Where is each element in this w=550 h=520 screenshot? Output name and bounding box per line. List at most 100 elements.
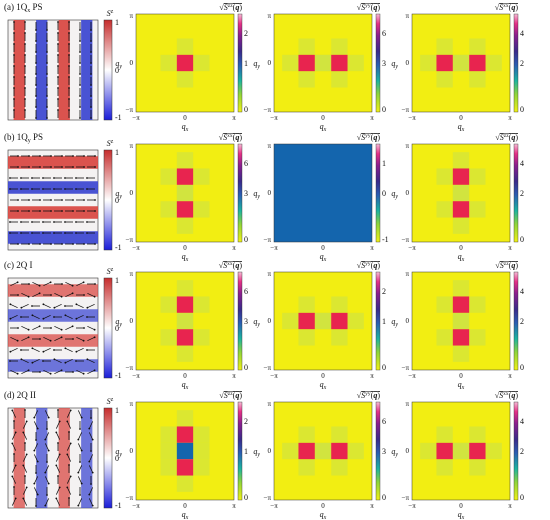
spin-arrow-head — [68, 98, 70, 100]
spin-arrow-head — [79, 117, 81, 119]
spin-arrow — [11, 476, 17, 484]
spin-arrow-head — [71, 325, 74, 328]
sf-halo — [469, 296, 486, 313]
spin-arrow-head — [39, 166, 41, 168]
y-axis-label: qy — [115, 59, 122, 70]
sf-halo — [176, 217, 194, 234]
spin-arrow-head — [13, 420, 15, 422]
spin-arrow-head — [57, 475, 59, 477]
spin-arrow-head — [57, 65, 59, 67]
x-tick-max: π — [370, 114, 374, 122]
spin-arrow — [65, 358, 73, 364]
sf-halo — [176, 475, 194, 492]
sf-halo — [469, 201, 486, 218]
spin-arrow-head — [17, 199, 19, 201]
spin-arrow — [10, 281, 18, 287]
spin-arrow-head — [31, 314, 34, 317]
x-axis-label: qx — [320, 252, 327, 263]
spin-arrow-head — [42, 221, 44, 223]
spin-arrow-head — [13, 65, 15, 67]
y-tick-max: π — [129, 142, 133, 150]
spin-arrow-head — [60, 336, 63, 339]
spin-arrow-head — [13, 54, 15, 56]
spin-arrow-head — [38, 292, 41, 295]
spin-arrow-head — [57, 87, 59, 89]
sf-colorbar-max: 2 — [244, 417, 248, 426]
spin-arrow — [44, 498, 50, 506]
sf-colorbar-min: 0 — [520, 493, 524, 502]
spin-arrow-head — [53, 316, 55, 318]
sf-halo — [298, 329, 315, 346]
sf-halo — [193, 329, 210, 346]
spin-arrow-head — [86, 177, 88, 179]
spin-texture — [7, 19, 99, 121]
spin-arrow — [32, 358, 40, 364]
sf-halo — [298, 426, 315, 443]
spin-arrow — [44, 410, 50, 418]
spin-colorbar-max: 1 — [115, 406, 119, 415]
sf-halo — [452, 280, 470, 297]
spin-arrow — [10, 303, 18, 309]
spin-arrow-head — [50, 166, 52, 168]
sf-colorbar-max: 6 — [244, 159, 248, 168]
sf-colorbar-max: 4 — [520, 417, 524, 426]
spin-arrow-head — [24, 32, 26, 34]
spin-arrow-head — [46, 40, 48, 42]
spin-arrow-head — [77, 504, 80, 507]
spin-arrow-head — [61, 155, 63, 157]
spin-colorbar-max: 1 — [115, 276, 119, 285]
spin-arrow-head — [88, 460, 91, 463]
spin-arrow-head — [31, 347, 34, 350]
spin-arrow-head — [46, 84, 48, 86]
spin-arrow-head — [69, 442, 72, 445]
spin-arrow-head — [17, 294, 19, 296]
spin-arrow-head — [31, 177, 33, 179]
spin-arrow — [10, 314, 18, 320]
spin-arrow — [88, 432, 94, 440]
sf-halo — [176, 312, 194, 330]
y-tick-max: π — [405, 12, 409, 20]
sf-halo — [176, 345, 194, 362]
spin-arrow — [77, 465, 83, 473]
spin-arrow — [55, 421, 61, 429]
sf-colorbar-max: 6 — [382, 29, 386, 38]
y-tick-max: π — [267, 270, 271, 278]
spin-arrow-head — [53, 358, 56, 361]
spin-arrow-head — [79, 428, 81, 430]
x-tick-min: −π — [132, 244, 140, 252]
sf-colorbar-min: 0 — [520, 363, 524, 372]
spin-arrow-head — [39, 338, 41, 340]
spin-arrow-head — [31, 188, 33, 190]
sf-colorbar-min: 0 — [382, 105, 386, 114]
spin-arrow — [87, 303, 95, 309]
spin-arrow-head — [33, 416, 36, 419]
spin-arrow-head — [20, 316, 22, 318]
spin-arrow-head — [90, 62, 92, 64]
spin-arrow-head — [83, 327, 85, 329]
sf-colorbar-max: 2 — [382, 287, 386, 296]
spin-arrow-head — [66, 486, 69, 489]
spin-arrow — [54, 358, 62, 364]
spin-arrow-head — [24, 21, 26, 23]
x-tick-zero: 0 — [459, 244, 463, 252]
sf-peak — [469, 442, 486, 460]
spin-arrow — [88, 487, 94, 495]
spin-arrow-head — [61, 199, 63, 201]
spin-arrow-head — [71, 284, 74, 287]
spin-arrow-head — [35, 439, 37, 441]
spin-arrow-head — [91, 438, 94, 441]
spin-arrow — [55, 487, 61, 495]
spin-arrow — [65, 314, 73, 320]
sf-halo — [176, 71, 194, 88]
y-tick-zero: 0 — [406, 447, 410, 455]
spin-arrow-head — [53, 188, 55, 190]
spin-arrow — [22, 432, 28, 440]
spin-arrow-head — [16, 339, 19, 342]
x-tick-min: −π — [132, 114, 140, 122]
spin-arrow-head — [13, 98, 15, 100]
spin-arrow-head — [75, 350, 78, 353]
spin-arrow-head — [39, 155, 41, 157]
spin-arrow-head — [90, 95, 92, 97]
